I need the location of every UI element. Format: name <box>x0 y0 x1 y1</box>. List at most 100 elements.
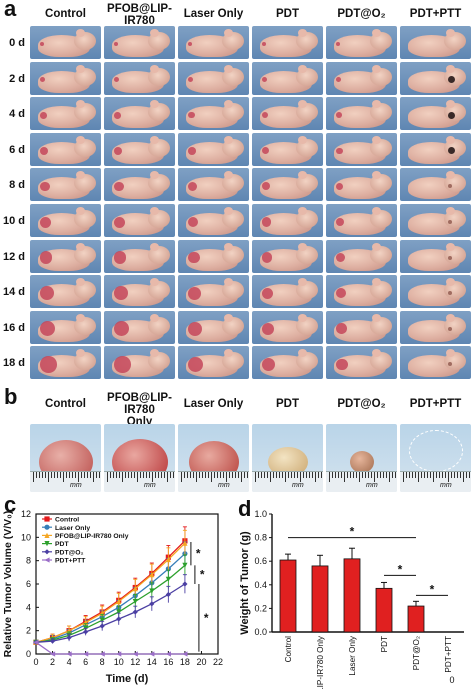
tumor-spot <box>114 251 127 264</box>
bar <box>375 587 393 633</box>
data-point <box>44 516 50 522</box>
legend-entry: Laser Only <box>55 525 90 532</box>
y-tick-label: 2 <box>26 626 31 636</box>
mouse-ear <box>76 29 85 37</box>
tumor-spot <box>188 356 204 373</box>
panel-a-row-label: 2 d <box>9 72 25 85</box>
y-tick-label: 0.4 <box>254 580 267 590</box>
mouse-ear <box>150 349 159 358</box>
tumor-spot <box>188 42 192 46</box>
mouse-photo <box>178 310 249 344</box>
mouse-photo <box>326 346 397 380</box>
significance-marker: * <box>204 611 209 625</box>
mouse-ear <box>298 100 307 109</box>
bar <box>343 558 361 633</box>
tumor-spot <box>114 146 123 155</box>
mouse-photo <box>400 239 471 273</box>
tumor-spot <box>114 181 124 192</box>
mouse-ear <box>372 171 381 180</box>
mouse-ear <box>446 278 455 287</box>
data-point <box>66 651 72 657</box>
mouse-ear <box>298 171 307 180</box>
mouse-photo <box>400 275 471 309</box>
mouse-ear <box>150 278 159 287</box>
x-tick-label: 16 <box>163 657 173 667</box>
mouse-ear <box>150 313 159 322</box>
bar <box>311 565 329 633</box>
data-point <box>165 576 171 582</box>
tumor-spot <box>262 357 276 372</box>
mouse-ear <box>298 135 307 144</box>
mouse-ear <box>76 278 85 287</box>
mouse-ear <box>224 242 233 251</box>
legend-entry: PDT <box>55 541 69 548</box>
tumor-scab <box>448 147 455 155</box>
series-line <box>35 641 185 655</box>
data-point <box>116 598 122 605</box>
tumor-scab <box>448 362 452 367</box>
mouse-photo <box>104 239 175 273</box>
data-point <box>165 651 171 657</box>
tumor-spot <box>336 358 348 371</box>
mouse-photo <box>104 61 175 95</box>
mouse-photo <box>252 275 323 309</box>
x-tick-label: 8 <box>100 657 105 667</box>
mouse-ear <box>446 171 455 180</box>
series-line <box>35 553 186 643</box>
data-point <box>165 591 171 598</box>
mouse-photo <box>326 97 397 131</box>
data-point <box>83 651 89 657</box>
y-tick-label: 4 <box>26 602 31 612</box>
tumor-photo: mm <box>252 424 323 492</box>
panel-a-row-label: 8 d <box>9 179 25 192</box>
tumor-spot <box>262 147 270 155</box>
mouse-photo <box>252 239 323 273</box>
tumor-spot <box>336 42 340 46</box>
mm-ruler: mm <box>326 471 397 492</box>
data-point <box>116 651 122 657</box>
tumor-scab <box>448 255 452 260</box>
panel-b-column-header: PDT <box>276 398 299 410</box>
tumor-spot <box>262 77 268 83</box>
tumor-spot <box>262 322 275 335</box>
mouse-ear <box>224 135 233 144</box>
panel-a-row-label: 18 d <box>3 357 26 370</box>
mouse-ear <box>298 242 307 251</box>
data-point <box>99 623 105 629</box>
tumor-spot <box>336 182 344 191</box>
ruler-mm-label: mm <box>218 482 230 489</box>
y-tick-label: 1.0 <box>254 509 267 519</box>
x-category-label: Laser Only <box>348 635 357 675</box>
mouse-ear <box>372 135 381 144</box>
mouse-ear <box>76 242 85 251</box>
x-tick-label: 0 <box>33 657 38 667</box>
tumor-spot <box>262 217 272 227</box>
mouse-ear <box>150 64 159 73</box>
y-tick-label: 8 <box>26 556 31 566</box>
tumor-spot <box>188 251 200 264</box>
tumor-spot <box>336 77 341 82</box>
mouse-ear <box>446 135 455 144</box>
tumor-spot <box>114 356 131 373</box>
panel-a-column-header: Laser Only <box>183 8 244 20</box>
mouse-photo <box>252 346 323 380</box>
tumor-spot <box>114 216 125 228</box>
data-point <box>116 609 122 615</box>
mouse-photo <box>326 61 397 95</box>
mouse-ear <box>298 349 307 358</box>
tumor-spot <box>262 112 269 119</box>
mouse-ear <box>372 207 381 215</box>
mouse-photo <box>252 204 323 237</box>
mouse-ear <box>76 135 85 144</box>
tumor-spot <box>40 321 56 337</box>
data-point <box>44 557 50 563</box>
mouse-ear <box>150 207 159 215</box>
tumor-spot <box>262 252 273 263</box>
tumor-scab <box>448 291 452 296</box>
excised-tumor <box>349 451 374 473</box>
mm-ruler: mm <box>178 471 249 492</box>
tumor-scab <box>448 220 452 224</box>
y-tick-label: 6 <box>26 579 31 589</box>
tumor-spot <box>336 147 343 155</box>
mouse-ear <box>76 171 85 180</box>
